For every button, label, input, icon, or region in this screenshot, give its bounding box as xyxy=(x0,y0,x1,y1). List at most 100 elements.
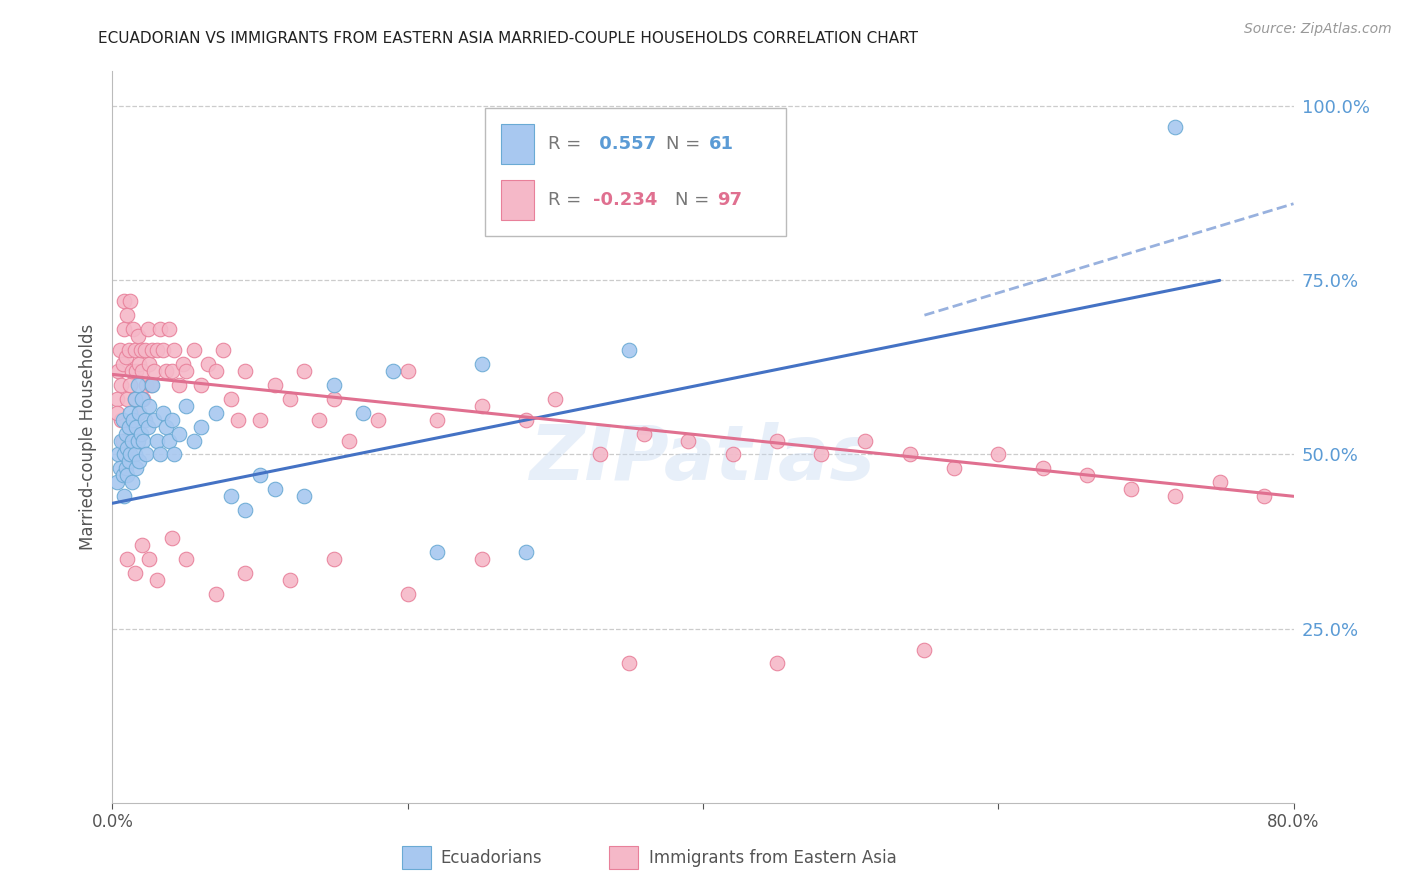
Point xyxy=(134,412,156,426)
Point xyxy=(766,434,789,448)
Point xyxy=(135,448,157,462)
Point xyxy=(167,426,190,441)
Point xyxy=(135,377,157,392)
Point xyxy=(619,343,641,357)
Point xyxy=(197,357,219,371)
Point xyxy=(107,364,129,378)
Text: R =: R = xyxy=(548,135,588,153)
Point xyxy=(124,392,146,406)
Point xyxy=(205,587,228,601)
Point xyxy=(110,434,132,448)
Bar xyxy=(402,846,432,870)
Point xyxy=(128,454,150,468)
Point xyxy=(125,364,148,378)
Point xyxy=(352,406,374,420)
Point xyxy=(110,377,132,392)
Point xyxy=(118,343,141,357)
Point xyxy=(226,412,249,426)
Point xyxy=(1119,483,1142,497)
Point xyxy=(112,294,135,309)
Point xyxy=(117,468,138,483)
Point xyxy=(124,448,146,462)
Point xyxy=(233,503,256,517)
Point xyxy=(141,377,163,392)
Point xyxy=(172,357,194,371)
Point xyxy=(152,343,174,357)
Point xyxy=(914,642,936,657)
Bar xyxy=(501,124,534,164)
Point xyxy=(323,392,346,406)
Point xyxy=(1164,489,1187,503)
Point xyxy=(167,377,190,392)
Point xyxy=(134,343,156,357)
Point xyxy=(898,448,921,462)
Point xyxy=(118,454,141,468)
Point xyxy=(146,434,169,448)
Point xyxy=(426,545,449,559)
Point xyxy=(125,461,148,475)
Point xyxy=(160,364,183,378)
Text: N =: N = xyxy=(666,135,706,153)
Point xyxy=(111,412,134,426)
Point xyxy=(278,392,301,406)
Point xyxy=(160,412,183,426)
Point xyxy=(132,434,155,448)
Point xyxy=(136,322,159,336)
Point xyxy=(308,412,330,426)
Point xyxy=(112,489,135,503)
Point xyxy=(396,364,419,378)
Point xyxy=(382,364,405,378)
Point xyxy=(721,448,744,462)
Point xyxy=(108,461,131,475)
Point xyxy=(190,419,212,434)
Point xyxy=(136,419,159,434)
Point xyxy=(128,406,150,420)
Point xyxy=(139,377,162,392)
Point xyxy=(124,392,146,406)
Point xyxy=(205,364,228,378)
Point xyxy=(292,489,315,503)
Point xyxy=(149,322,172,336)
Point xyxy=(131,392,153,406)
Point xyxy=(174,399,197,413)
Bar xyxy=(501,180,534,220)
Point xyxy=(588,448,610,462)
Point xyxy=(1253,489,1275,503)
Text: Source: ZipAtlas.com: Source: ZipAtlas.com xyxy=(1244,22,1392,37)
Point xyxy=(112,448,135,462)
Point xyxy=(138,357,160,371)
Point xyxy=(174,364,197,378)
Point xyxy=(1032,461,1054,475)
Point xyxy=(121,475,143,490)
Point xyxy=(157,434,180,448)
Point xyxy=(118,419,141,434)
Point xyxy=(111,434,134,448)
Point xyxy=(122,412,145,426)
Point xyxy=(117,441,138,455)
Point xyxy=(128,406,150,420)
Point xyxy=(163,343,186,357)
Point xyxy=(129,343,152,357)
Point xyxy=(183,343,205,357)
Point xyxy=(146,573,169,587)
Point xyxy=(544,392,567,406)
Point xyxy=(114,426,136,441)
Text: 97: 97 xyxy=(717,191,742,209)
Point xyxy=(131,364,153,378)
Point xyxy=(160,531,183,545)
Point xyxy=(122,322,145,336)
Point xyxy=(633,426,655,441)
Text: Ecuadorians: Ecuadorians xyxy=(441,848,543,867)
Point xyxy=(515,412,537,426)
Point xyxy=(110,412,132,426)
Point xyxy=(264,377,287,392)
Point xyxy=(619,657,641,671)
Point xyxy=(120,406,142,420)
Point xyxy=(678,434,700,448)
Point xyxy=(117,552,138,566)
Point xyxy=(127,377,149,392)
Point xyxy=(131,538,153,552)
Point xyxy=(142,364,165,378)
Point xyxy=(111,468,134,483)
Point xyxy=(264,483,287,497)
